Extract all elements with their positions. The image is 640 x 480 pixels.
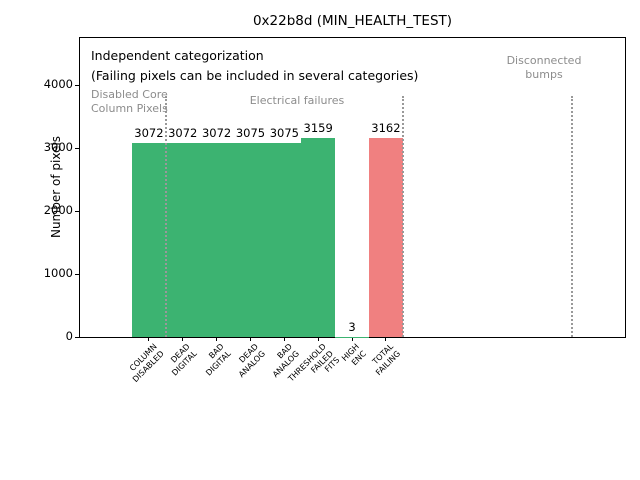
- bar-value-label: 3159: [288, 123, 348, 135]
- x-tick-mark: [216, 337, 217, 341]
- x-tick-mark: [318, 337, 319, 341]
- y-tick-label: 1000: [29, 268, 73, 280]
- section-label-disabled-core-column-pixels: Disabled Core Column Pixels: [91, 88, 168, 117]
- section-separator-line: [571, 96, 573, 337]
- y-tick-mark: [75, 148, 79, 149]
- bar: [132, 143, 166, 337]
- bar: [267, 143, 301, 337]
- chart-title: 0x22b8d (MIN_HEALTH_TEST): [79, 13, 626, 29]
- x-tick-mark: [284, 337, 285, 341]
- section-label-disconnected-bumps: Disconnected bumps: [507, 54, 582, 83]
- y-tick-mark: [75, 211, 79, 212]
- y-tick-label: 2000: [29, 205, 73, 217]
- y-tick-label: 0: [29, 331, 73, 343]
- x-tick-label: DEAD DIGITAL: [164, 342, 200, 378]
- bar: [369, 138, 403, 337]
- x-tick-label: TOTAL FAILING: [367, 342, 402, 377]
- x-tick-mark: [352, 337, 353, 341]
- bar: [234, 143, 268, 337]
- x-tick-mark: [250, 337, 251, 341]
- y-tick-mark: [75, 274, 79, 275]
- y-tick-mark: [75, 337, 79, 338]
- y-tick-label: 3000: [29, 142, 73, 154]
- x-tick-label: COLUMN DISABLED: [123, 342, 165, 384]
- annotation-failing-pixels-note: (Failing pixels can be included in sever…: [91, 68, 418, 83]
- bar-value-label: 3162: [356, 123, 416, 135]
- bar-value-label: 3: [322, 322, 382, 334]
- chart-figure: 0x22b8d (MIN_HEALTH_TEST) Number of pixe…: [0, 0, 640, 480]
- y-tick-label: 4000: [29, 79, 73, 91]
- x-tick-label: DEAD ANALOG: [230, 342, 267, 379]
- x-tick-label: BAD DIGITAL: [198, 342, 234, 378]
- annotation-independent-categorization: Independent categorization: [91, 48, 264, 63]
- bar: [301, 138, 335, 337]
- bar: [166, 143, 200, 337]
- x-tick-mark: [182, 337, 183, 341]
- x-tick-label: HIGH ENC: [341, 342, 369, 370]
- x-tick-mark: [385, 337, 386, 341]
- y-tick-mark: [75, 85, 79, 86]
- section-label-electrical-failures: Electrical failures: [250, 94, 345, 108]
- x-tick-mark: [148, 337, 149, 341]
- bar: [200, 143, 234, 337]
